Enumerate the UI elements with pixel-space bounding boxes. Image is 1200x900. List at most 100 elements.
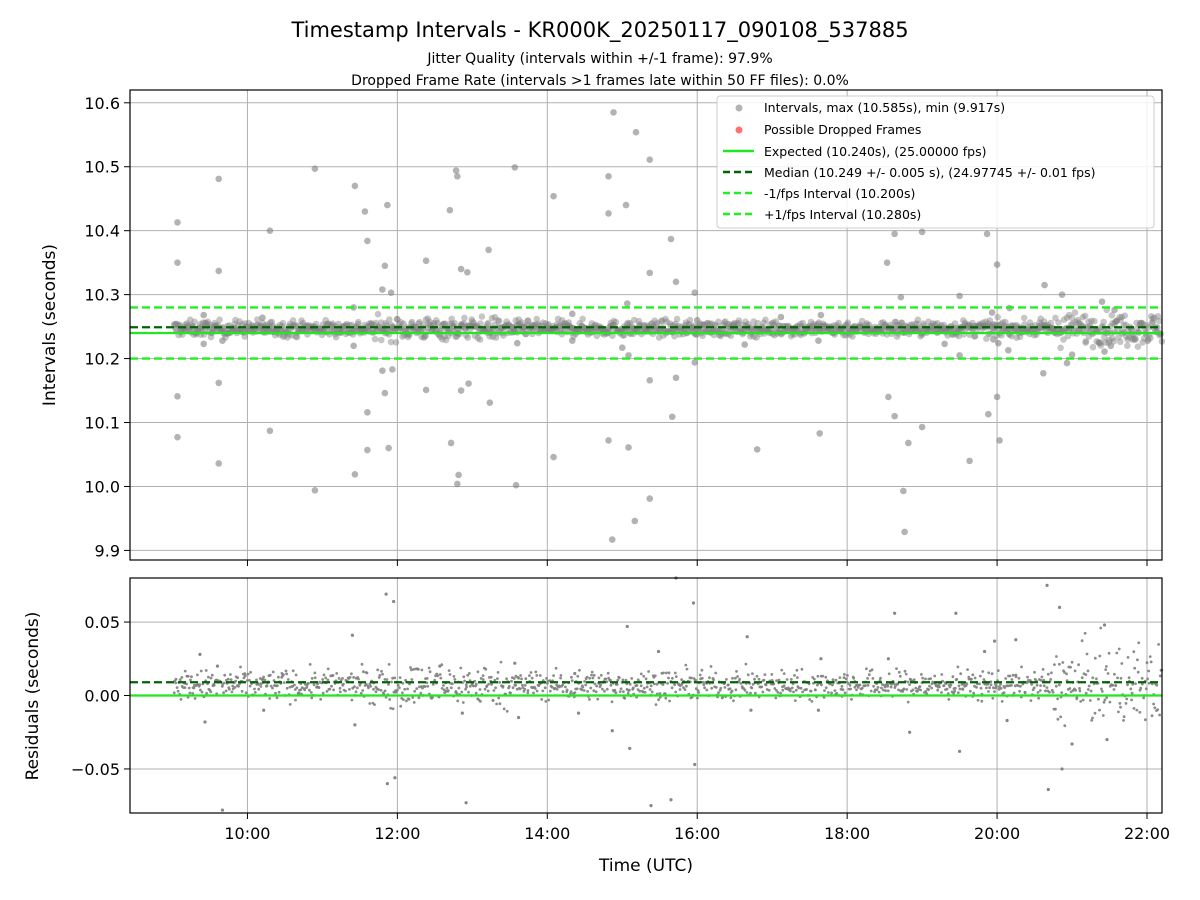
residual-point bbox=[830, 691, 833, 695]
interval-point bbox=[976, 321, 984, 329]
residual-point bbox=[575, 687, 579, 691]
residual-point bbox=[793, 674, 796, 677]
interval-point bbox=[971, 332, 979, 340]
residual-point bbox=[462, 675, 466, 679]
residual-point bbox=[483, 687, 487, 691]
residual-point bbox=[987, 671, 991, 675]
residual-point bbox=[514, 683, 517, 687]
residual-point bbox=[405, 699, 408, 703]
residual-outlier-point bbox=[513, 661, 517, 665]
interval-point bbox=[784, 322, 792, 330]
interval-outlier-point bbox=[389, 366, 396, 373]
interval-point bbox=[1060, 316, 1068, 324]
residual-point bbox=[776, 691, 780, 694]
interval-point bbox=[592, 321, 599, 329]
interval-point bbox=[1097, 342, 1105, 349]
interval-point bbox=[607, 319, 615, 327]
residual-point bbox=[425, 677, 429, 680]
residual-point bbox=[661, 683, 665, 686]
residual-point bbox=[553, 686, 557, 690]
interval-point bbox=[849, 333, 856, 340]
residual-point bbox=[824, 686, 828, 690]
residual-point bbox=[179, 698, 183, 701]
interval-point bbox=[1132, 335, 1139, 342]
residual-point bbox=[478, 688, 482, 691]
residual-point bbox=[239, 665, 242, 669]
residual-point bbox=[1080, 676, 1084, 680]
residual-point bbox=[1100, 687, 1103, 691]
interval-point bbox=[898, 319, 905, 327]
residual-outlier-point bbox=[460, 711, 464, 715]
residual-point bbox=[207, 675, 210, 679]
interval-point bbox=[292, 333, 300, 340]
residual-point bbox=[1056, 697, 1059, 701]
residual-point bbox=[1131, 682, 1135, 686]
interval-outlier-point bbox=[897, 293, 905, 301]
interval-point bbox=[542, 320, 549, 327]
residual-point bbox=[494, 686, 497, 690]
residual-point bbox=[990, 672, 994, 676]
residual-point bbox=[790, 686, 794, 690]
interval-point bbox=[202, 319, 210, 327]
interval-outlier-point bbox=[455, 471, 462, 479]
interval-point bbox=[672, 320, 679, 328]
residual-point bbox=[1042, 684, 1046, 688]
residual-point bbox=[1081, 698, 1085, 702]
interval-point bbox=[324, 321, 332, 328]
interval-outlier-point bbox=[693, 316, 701, 324]
interval-point bbox=[304, 323, 312, 330]
interval-point bbox=[821, 322, 828, 330]
residual-point bbox=[484, 667, 488, 671]
interval-outlier-point bbox=[646, 495, 654, 502]
residual-point bbox=[623, 696, 627, 700]
interval-point bbox=[940, 324, 948, 332]
interval-point bbox=[733, 320, 741, 328]
interval-outlier-point bbox=[995, 339, 1002, 347]
residual-point bbox=[875, 688, 879, 692]
residual-outlier-point bbox=[1060, 767, 1064, 771]
interval-point bbox=[640, 321, 648, 329]
interval-point bbox=[1000, 325, 1008, 332]
residual-point bbox=[617, 676, 621, 680]
residual-point bbox=[1063, 671, 1066, 674]
interval-point bbox=[761, 326, 769, 334]
residual-point bbox=[700, 668, 704, 672]
residual-point bbox=[1087, 684, 1091, 688]
residual-point bbox=[198, 683, 202, 686]
residual-point bbox=[460, 690, 464, 694]
interval-point bbox=[415, 320, 422, 327]
residual-point bbox=[507, 685, 511, 688]
residual-point bbox=[262, 675, 265, 679]
residual-point bbox=[1130, 698, 1133, 702]
interval-point bbox=[1036, 324, 1044, 332]
residual-point bbox=[782, 672, 786, 675]
residual-point bbox=[447, 669, 451, 672]
residual-point bbox=[565, 688, 569, 692]
interval-point bbox=[494, 317, 502, 324]
interval-point bbox=[470, 319, 477, 327]
interval-point bbox=[815, 319, 823, 326]
x-tick-label: 20:00 bbox=[974, 824, 1020, 843]
residual-point bbox=[838, 676, 842, 679]
interval-point bbox=[392, 339, 400, 346]
residual-point bbox=[858, 683, 862, 687]
residual-outlier-point bbox=[992, 639, 997, 643]
residual-point bbox=[491, 698, 495, 702]
interval-point bbox=[893, 333, 901, 340]
residual-point bbox=[956, 691, 960, 695]
residual-point bbox=[413, 689, 417, 693]
interval-point bbox=[1130, 335, 1138, 343]
residual-point bbox=[649, 684, 653, 688]
interval-outlier-point bbox=[625, 352, 632, 359]
y-tick-label: 10.5 bbox=[84, 158, 120, 177]
residual-point bbox=[896, 682, 900, 686]
interval-point bbox=[399, 333, 406, 340]
residual-point bbox=[667, 676, 670, 680]
residual-point bbox=[906, 680, 910, 684]
residual-point bbox=[673, 671, 677, 675]
residual-point bbox=[774, 696, 778, 700]
residual-point bbox=[860, 686, 864, 690]
residual-point bbox=[593, 682, 597, 686]
residual-point bbox=[760, 685, 764, 689]
residual-point bbox=[415, 687, 419, 690]
